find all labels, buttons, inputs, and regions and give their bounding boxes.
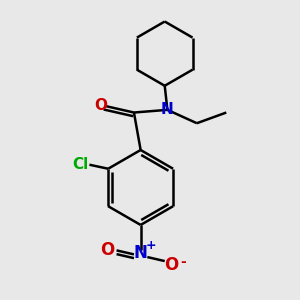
Text: O: O [94,98,108,113]
Text: Cl: Cl [72,157,88,172]
Text: N: N [134,244,148,262]
Text: O: O [164,256,178,274]
Text: O: O [100,242,114,260]
Text: -: - [181,255,186,269]
Text: N: N [161,102,174,117]
Text: +: + [146,238,157,251]
